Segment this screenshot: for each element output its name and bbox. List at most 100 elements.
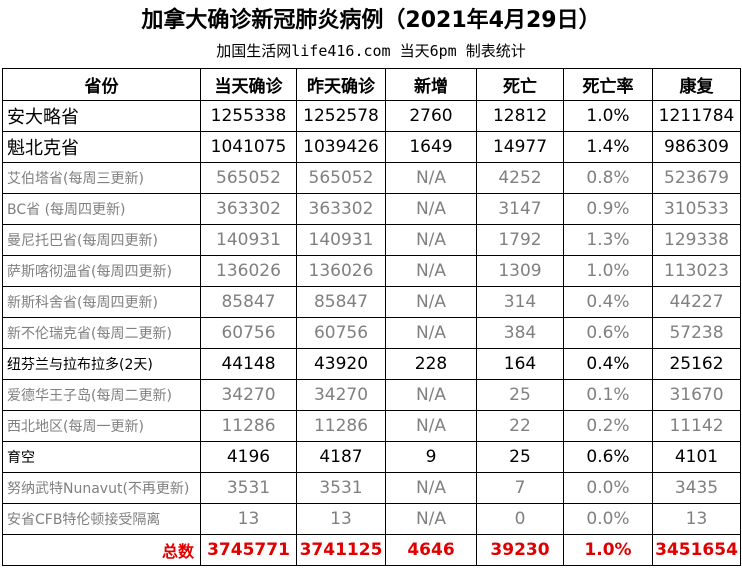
table-row: 安省CFB特伦顿接受隔离 13 13 N/A 0 0.0% 13	[2, 503, 741, 535]
cell: 3531	[200, 472, 297, 504]
cell: N/A	[385, 193, 477, 225]
cell: 1792	[476, 224, 564, 256]
cell: 1.0%	[563, 255, 653, 287]
table-row: 新斯科舍省(每周四更新) 85847 85847 N/A 314 0.4% 44227	[2, 286, 741, 318]
table-row: 爱德华王子岛(每周二更新) 34270 34270 N/A 25 0.1% 31670	[2, 379, 741, 411]
table-row: 萨斯喀彻温省(每周四更新) 136026 136026 N/A 1309 1.0% 1130…	[2, 255, 741, 287]
cell: 0.6%	[563, 317, 653, 349]
cell: 25	[476, 379, 564, 411]
cell: 1649	[385, 131, 477, 163]
header-cell: 康复	[652, 68, 741, 101]
cell: 164	[476, 348, 564, 380]
cell: 85847	[296, 286, 386, 318]
cell: 60756	[296, 317, 386, 349]
cell: 34270	[296, 379, 386, 411]
table-row: 纽芬兰与拉布拉多(2天) 44148 43920 228 164 0.4% 25162	[2, 348, 741, 380]
cell: 140931	[296, 224, 386, 256]
header-cell: 省份	[2, 68, 201, 101]
cell: 11286	[296, 410, 386, 442]
cell: 4196	[200, 441, 297, 473]
cell: 85847	[200, 286, 297, 318]
cell: 1039426	[296, 131, 386, 163]
subtitle: 加国生活网life416.com 当天6pm 制表统计	[216, 42, 526, 60]
cell: 3147	[476, 193, 564, 225]
table-row: 育空 4196 4187 9 25 0.6% 4101	[2, 441, 741, 473]
cell: N/A	[385, 255, 477, 287]
cell: 363302	[200, 193, 297, 225]
cell: 43920	[296, 348, 386, 380]
cell: 44227	[652, 286, 741, 318]
cell: 4187	[296, 441, 386, 473]
cell: 986309	[652, 131, 741, 163]
total-cell: 1.0%	[563, 534, 653, 566]
cell: 13	[200, 503, 297, 535]
cell: 31670	[652, 379, 741, 411]
total-cell: 4646	[385, 534, 477, 566]
cell: 12812	[476, 100, 564, 132]
cell: 3435	[652, 472, 741, 504]
province-cell: 安大略省	[2, 100, 201, 132]
header-row: 省份 当天确诊 昨天确诊 新增 死亡 死亡率 康复	[2, 68, 741, 101]
cell: 1211784	[652, 100, 741, 132]
cell: 113023	[652, 255, 741, 287]
cell: 11142	[652, 410, 741, 442]
province-cell: 西北地区(每周一更新)	[2, 410, 201, 442]
cell: 13	[296, 503, 386, 535]
header-cell: 死亡	[476, 68, 564, 101]
province-cell: 纽芬兰与拉布拉多(2天)	[2, 348, 201, 380]
cell: 11286	[200, 410, 297, 442]
total-cell: 39230	[476, 534, 564, 566]
cell: 4252	[476, 162, 564, 194]
cell: 0.0%	[563, 503, 653, 535]
table-row: BC省 (每周四更新) 363302 363302 N/A 3147 0.9% 310533	[2, 193, 741, 225]
cell: 1255338	[200, 100, 297, 132]
header-cell: 当天确诊	[200, 68, 297, 101]
total-cell: 3451654	[652, 534, 741, 566]
cell: 22	[476, 410, 564, 442]
cell: N/A	[385, 286, 477, 318]
cell: 57238	[652, 317, 741, 349]
title: 加拿大确诊新冠肺炎病例（2021年4月29日）	[141, 8, 601, 33]
cell: 1309	[476, 255, 564, 287]
cell: 523679	[652, 162, 741, 194]
cell: 34270	[200, 379, 297, 411]
cell: 25162	[652, 348, 741, 380]
province-cell: 新斯科舍省(每周四更新)	[2, 286, 201, 318]
cell: 384	[476, 317, 564, 349]
cell: 1.0%	[563, 100, 653, 132]
cell: N/A	[385, 379, 477, 411]
total-cell: 总数	[2, 534, 201, 566]
cell: 140931	[200, 224, 297, 256]
province-cell: 曼尼托巴省(每周四更新)	[2, 224, 201, 256]
province-cell: 安省CFB特伦顿接受隔离	[2, 503, 201, 535]
table-row: 努纳武特Nunavut(不再更新) 3531 3531 N/A 7 0.0% 3435	[2, 472, 741, 504]
cell: 14977	[476, 131, 564, 163]
cell: 0.1%	[563, 379, 653, 411]
table-row: 艾伯塔省(每周三更新) 565052 565052 N/A 4252 0.8% 523679	[2, 162, 741, 194]
cell: 0.2%	[563, 410, 653, 442]
cell: 25	[476, 441, 564, 473]
province-cell: BC省 (每周四更新)	[2, 193, 201, 225]
cell: 565052	[200, 162, 297, 194]
cell: N/A	[385, 162, 477, 194]
cell: 1.3%	[563, 224, 653, 256]
cell: N/A	[385, 503, 477, 535]
total-cell: 3741125	[296, 534, 386, 566]
cell: 13	[652, 503, 741, 535]
cell: N/A	[385, 472, 477, 504]
cell: 0	[476, 503, 564, 535]
cell: 0.0%	[563, 472, 653, 504]
cell: N/A	[385, 410, 477, 442]
cell: 363302	[296, 193, 386, 225]
cell: 314	[476, 286, 564, 318]
cell: 60756	[200, 317, 297, 349]
cell: 44148	[200, 348, 297, 380]
header-cell: 死亡率	[563, 68, 653, 101]
header-cell: 昨天确诊	[296, 68, 386, 101]
total-cell: 3745771	[200, 534, 297, 566]
cell: 2760	[385, 100, 477, 132]
cell: 3531	[296, 472, 386, 504]
cell: 0.4%	[563, 348, 653, 380]
province-cell: 爱德华王子岛(每周二更新)	[2, 379, 201, 411]
